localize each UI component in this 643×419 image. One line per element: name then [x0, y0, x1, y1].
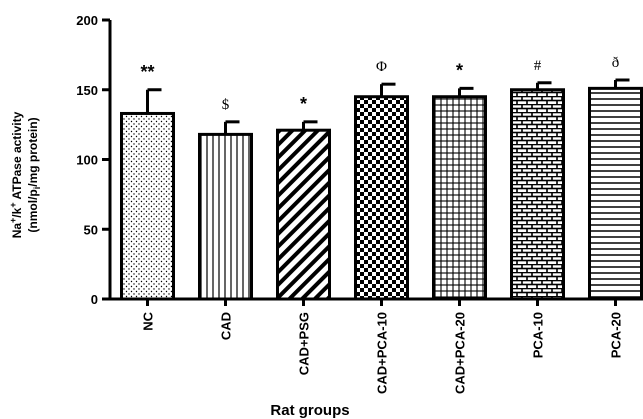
- x-tick-label: PCA-10: [531, 312, 546, 358]
- bar-pca-20: [588, 86, 643, 301]
- significance-label: *: [456, 60, 463, 80]
- y-tick-label: 100: [76, 153, 98, 168]
- y-tick-label: 0: [91, 292, 98, 307]
- bars: ** $ * Φ * # ð: [120, 55, 643, 301]
- x-tick-label: CAD+PCA-20: [453, 312, 468, 394]
- x-tick-label: PCA-20: [609, 312, 624, 358]
- bar-cad-pca-20: [432, 95, 487, 301]
- y-axis-title-line2: (nmol/pi/mg protein): [26, 117, 42, 232]
- bar-nc: [120, 111, 175, 301]
- x-tick-label: NC: [141, 311, 156, 330]
- bar-cad-pca-10: [354, 95, 409, 301]
- significance-label: *: [300, 94, 307, 114]
- x-axis: NC CAD CAD+PSG CAD+PCA-10 CAD+PCA-20 PCA-10 PC…: [109, 297, 640, 394]
- x-tick-label: CAD+PCA-10: [375, 312, 390, 394]
- bar-cad-psg: [276, 128, 331, 301]
- y-tick-label: 150: [76, 83, 98, 98]
- significance-label: ð: [612, 55, 620, 71]
- x-tick-label: CAD: [219, 312, 234, 340]
- x-tick-label: CAD+PSG: [297, 312, 312, 375]
- y-axis-title-line1: Na+/k+ ATPase activity: [8, 111, 24, 238]
- x-axis-title: Rat groups: [270, 402, 349, 419]
- bar-cad: [198, 132, 253, 301]
- significance-label: **: [140, 62, 154, 82]
- y-tick-label: 50: [84, 222, 98, 237]
- significance-label: #: [534, 58, 542, 74]
- y-axis: 0 50 100 150 200: [76, 13, 112, 307]
- y-tick-label: 200: [76, 13, 98, 28]
- significance-label: Φ: [376, 59, 387, 75]
- significance-label: $: [222, 97, 230, 113]
- bar-pca-10: [510, 88, 565, 301]
